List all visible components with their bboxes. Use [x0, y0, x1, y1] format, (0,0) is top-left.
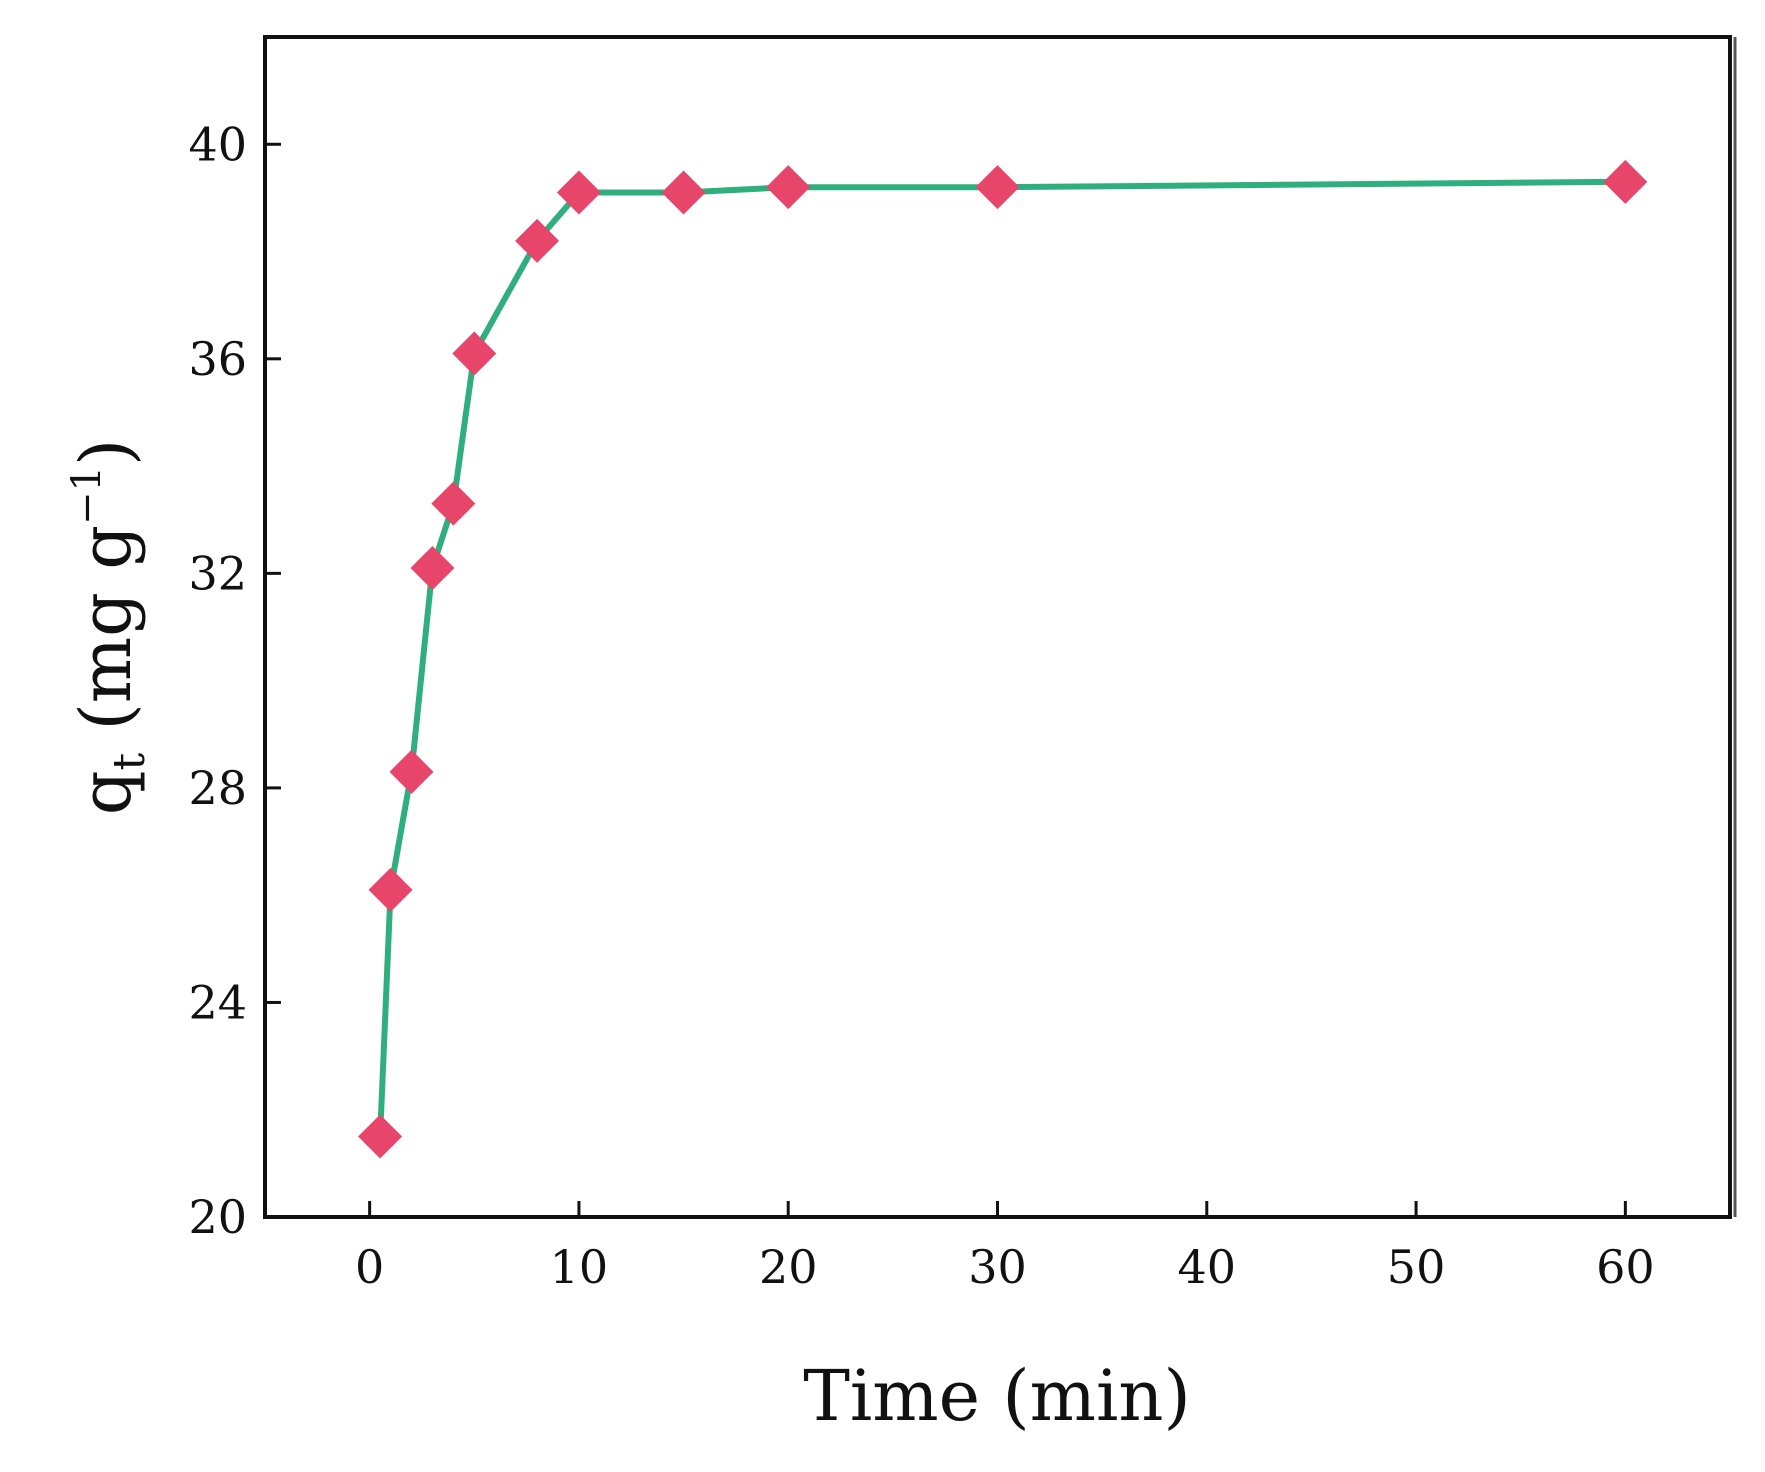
y-axis-title-main: q	[65, 770, 147, 815]
data-point-marker	[452, 331, 497, 376]
data-point-marker	[1603, 159, 1648, 204]
plot-area	[263, 35, 1732, 1219]
x-tick-label: 10	[550, 1240, 609, 1294]
y-tick-label: 28	[188, 761, 247, 815]
data-point-marker	[515, 218, 560, 263]
y-tick-label: 36	[188, 332, 247, 386]
x-tick-label: 20	[759, 1240, 818, 1294]
y-tick-label: 32	[188, 546, 247, 600]
data-point-marker	[556, 170, 601, 215]
y-tick-label: 24	[188, 975, 247, 1029]
x-tick-label: 50	[1387, 1240, 1446, 1294]
x-tick-label: 40	[1178, 1240, 1237, 1294]
data-point-marker	[431, 481, 476, 526]
y-axis-title-subscript: t	[104, 752, 155, 770]
data-point-marker	[389, 749, 434, 794]
series-layer	[358, 159, 1648, 1159]
plot-frame	[263, 35, 1737, 1219]
y-tick-label: 20	[188, 1190, 247, 1244]
data-point-marker	[368, 867, 413, 912]
data-point-marker	[975, 165, 1020, 210]
y-axis-title-close: )	[65, 439, 147, 466]
data-point-marker	[661, 170, 706, 215]
series-line	[377, 178, 1629, 1140]
y-axis: 20 24 28 32 36 40	[188, 117, 281, 1244]
x-tick-label: 60	[1596, 1240, 1655, 1294]
y-axis-title-unit: (mg g	[65, 525, 147, 753]
x-tick-label: 30	[968, 1240, 1027, 1294]
x-axis: 0 10 20 30 40 50 60	[355, 1201, 1655, 1294]
data-point-marker	[766, 165, 811, 210]
y-tick-label: 40	[188, 117, 247, 171]
data-point-marker	[410, 546, 455, 590]
x-axis-title: Time (min)	[803, 1355, 1191, 1437]
x-tick-label: 0	[355, 1240, 384, 1294]
y-axis-title: qt (mg g−1)	[64, 439, 155, 816]
y-axis-title-superscript: −1	[64, 466, 110, 525]
data-point-marker	[358, 1114, 403, 1159]
